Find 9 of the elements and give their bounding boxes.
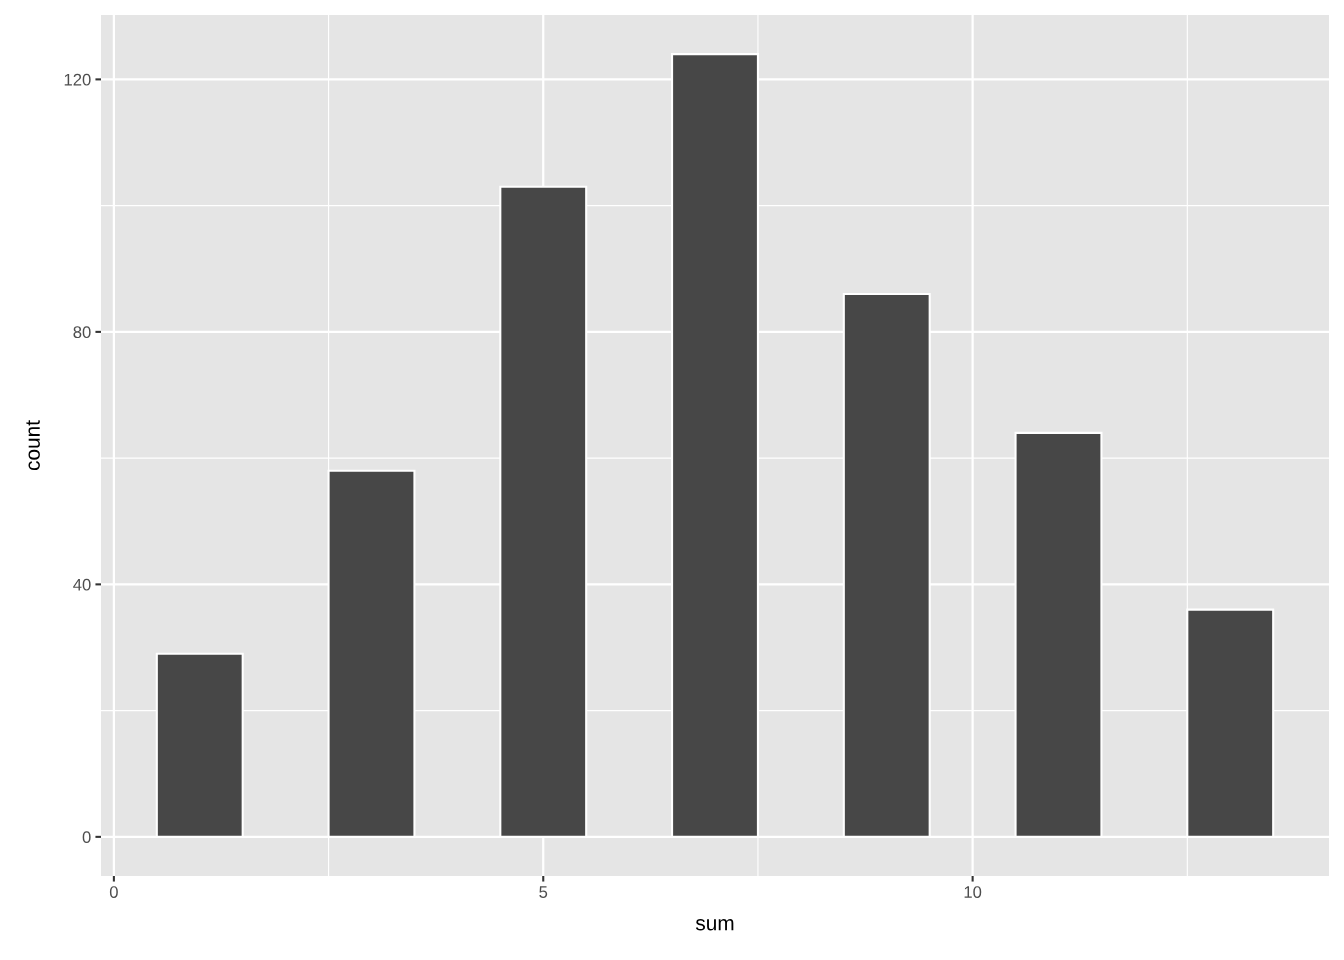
x-axis-title: sum [695, 919, 734, 931]
y-axis-title: count [26, 420, 40, 471]
x-tick-label: 0 [109, 886, 118, 898]
y-tick-label: 0 [82, 831, 91, 844]
y-tick-label: 80 [73, 326, 91, 339]
y-tick-label: 120 [64, 73, 91, 86]
x-tick-label: 5 [539, 886, 548, 898]
x-tick-label: 10 [964, 886, 982, 898]
y-tick-label: 40 [73, 578, 91, 591]
